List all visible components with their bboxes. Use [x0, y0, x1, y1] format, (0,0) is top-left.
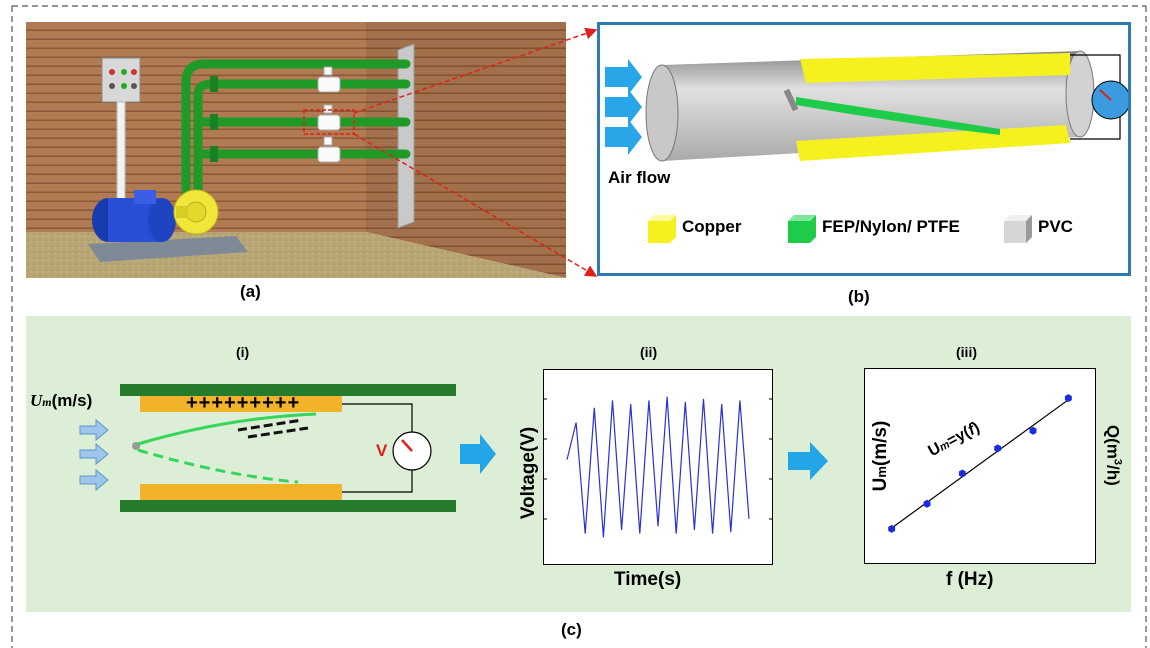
velocity-label: Um(m/s) [30, 391, 93, 410]
voltage-ylabel: Voltage(V) [518, 426, 539, 520]
flowrate-ylabel: Q(m3/h) [1103, 424, 1124, 486]
caption-c: (c) [561, 620, 582, 639]
velocity-ylabel: Um(m/s) [870, 420, 891, 492]
subpanel-label-ii: (ii) [640, 344, 658, 360]
air-flow-label: Air flow [608, 168, 671, 187]
legend-label-copper: Copper [682, 217, 742, 236]
voltmeter-label: V [376, 441, 388, 460]
time-xlabel: Time(s) [614, 569, 682, 590]
subpanel-label-i: (i) [236, 344, 250, 360]
legend-label-film: FEP/Nylon/ PTFE [822, 217, 960, 236]
calibration-plot [864, 368, 1096, 564]
calibration-point [1029, 426, 1037, 435]
fit-line [891, 399, 1069, 529]
legend-label-pvc: PVC [1038, 217, 1073, 236]
frequency-xlabel: f (Hz) [946, 569, 994, 590]
zoom-connector [353, 27, 598, 277]
calibration-point [958, 469, 966, 478]
pump-room-illustration [26, 22, 566, 278]
charge-signs: +++++++++ [186, 392, 301, 414]
subpanel-label-iii: (iii) [956, 344, 977, 360]
caption-a: (a) [240, 282, 261, 301]
arrow-to-calibration [788, 442, 828, 480]
calibration-point [994, 444, 1002, 453]
caption-b: (b) [848, 287, 870, 306]
calibration-point [888, 524, 896, 533]
voltage-plot [543, 369, 773, 565]
sensor-tube-diagram [605, 50, 1128, 243]
calibration-point [923, 499, 931, 508]
voltage-trace [566, 396, 750, 538]
schematic-i [79, 384, 496, 512]
calibration-point [1064, 394, 1072, 403]
